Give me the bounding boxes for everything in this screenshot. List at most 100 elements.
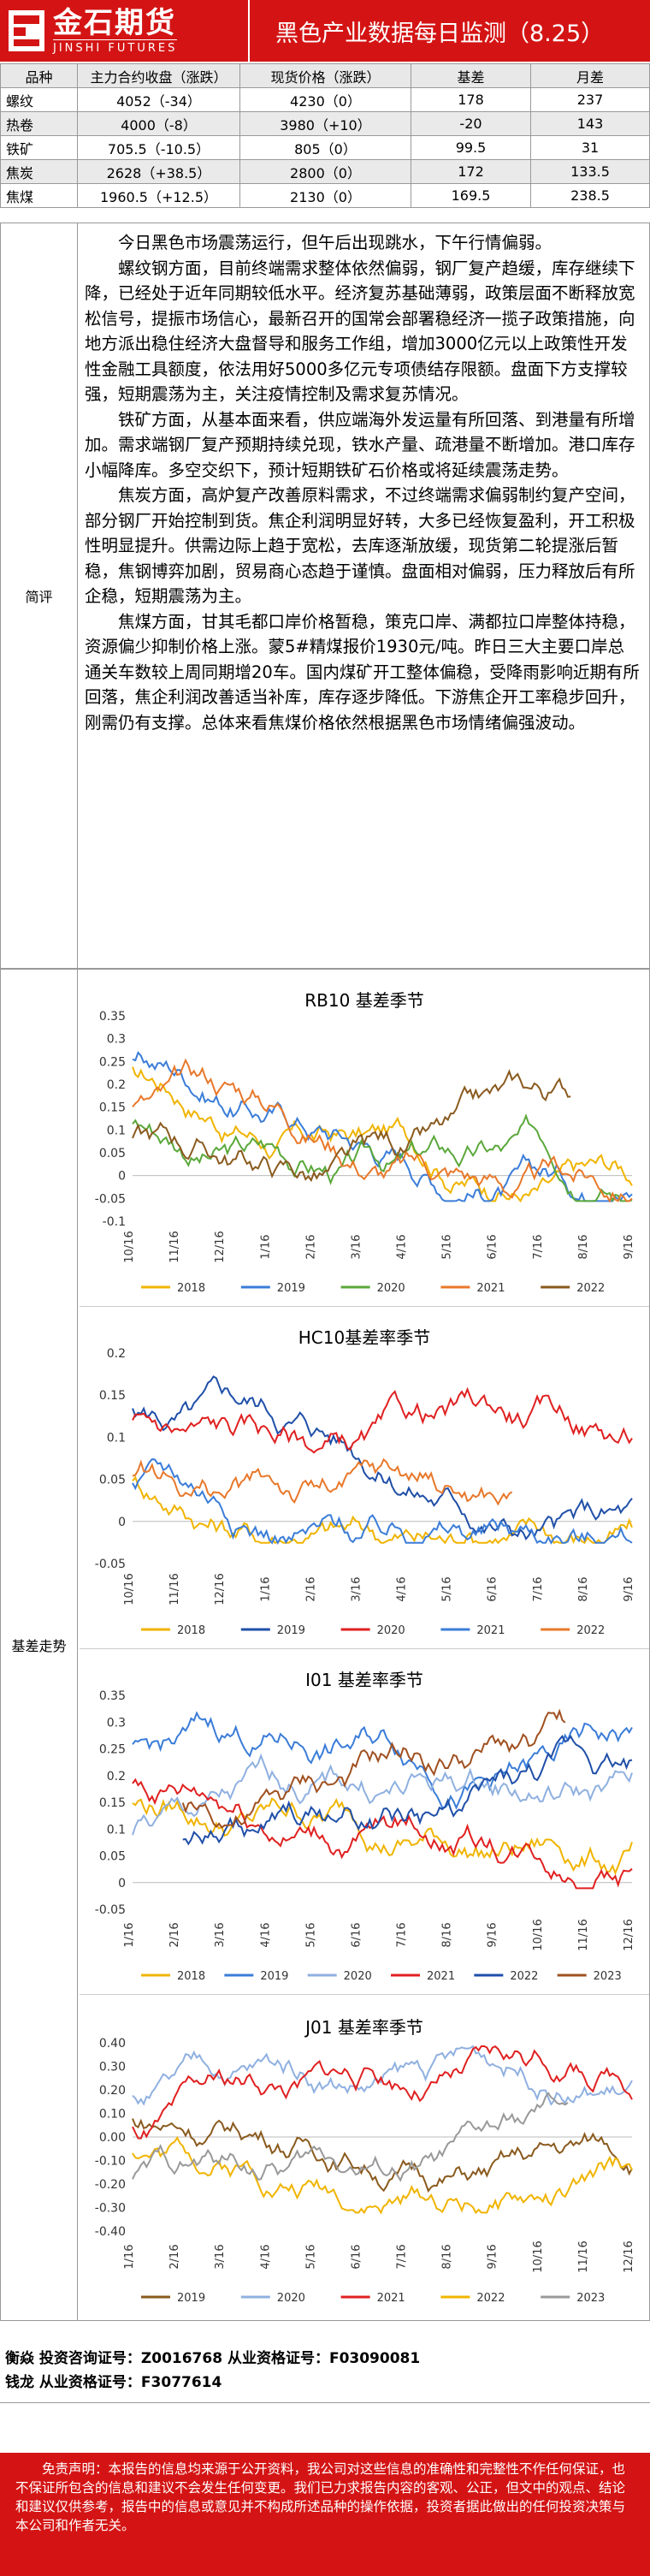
x-tick-label: 9/16 (487, 1922, 499, 1947)
x-tick-label: 12/16 (623, 1919, 635, 1950)
x-tick-label: 4/16 (396, 1576, 409, 1601)
x-tick-label: 2/16 (304, 1234, 317, 1259)
x-tick-label: 6/16 (487, 1576, 499, 1601)
y-tick-label: -0.40 (95, 2225, 126, 2239)
y-tick-label: -0.05 (95, 1192, 126, 1206)
legend-label: 2022 (576, 1282, 605, 1295)
cell-spot: 2800（0） (239, 159, 411, 184)
header-cell: 现货价格（涨跌） (239, 63, 411, 88)
header-cell: 月差 (530, 63, 650, 88)
table-row: 螺纹 4052（-34） 4230（0） 178 237 (0, 87, 650, 112)
y-tick-label: 0.05 (99, 1474, 126, 1487)
header-cell: 基差 (411, 63, 531, 88)
hc10-basis-chart: 0.2 0.15 0.1 0.05 0 -0.05 10/16 11/16 12/16 1/16 2… (80, 1310, 649, 1649)
legend-label: 2019 (260, 1970, 288, 1983)
x-tick-label: 7/16 (532, 1234, 545, 1259)
x-tick-label: 8/16 (441, 1922, 454, 1947)
series-line (132, 1457, 513, 1506)
series-line (132, 2045, 633, 2140)
series-line (132, 1475, 633, 1545)
y-tick-label: 0.1 (107, 1823, 126, 1837)
legend-label: 2020 (377, 1282, 405, 1295)
y-tick-label: 0.10 (99, 2108, 126, 2122)
analyst-line: 钱龙 从业资格证号：F3077614 (5, 2374, 222, 2391)
cell-product: 螺纹 (0, 87, 78, 112)
x-tick-label: 4/16 (259, 2244, 272, 2269)
cell-product: 热卷 (0, 111, 78, 136)
commentary-paragraph: 焦煤方面，甘其毛都口岸价格暂稳，策克口岸、满都拉口岸整体持稳，资源偏少抑制价格上… (85, 611, 640, 733)
series-line (182, 1735, 633, 1846)
legend-label: 2022 (510, 1970, 538, 1983)
rb10-basis-chart: 0.35 0.3 0.25 0.2 0.15 0.1 0.05 0 -0.05 -0.1 10/16… (80, 973, 649, 1307)
i01-basis-chart: 0.35 0.3 0.25 0.2 0.15 0.1 0.05 0 -0.05 1/16 2/16 3… (80, 1653, 649, 1995)
y-tick-label: -0.05 (95, 1903, 126, 1917)
y-tick-label: 0.2 (107, 1078, 126, 1092)
series-line (132, 1458, 633, 1546)
cell-close: 2628（+38.5） (77, 159, 240, 184)
x-tick-label: 5/16 (304, 1922, 317, 1947)
cell-spread: 133.5 (530, 159, 650, 184)
y-tick-label: -0.20 (95, 2178, 126, 2192)
legend-label: 2020 (277, 2292, 305, 2305)
basis-label: 基差走势 (1, 970, 78, 2320)
commentary-body: 今日黑色市场震荡运行，但午后出现跳水，下午行情偏弱。 螺纹钢方面，目前终端需求整… (85, 230, 641, 735)
table-header-row: 品种 主力合约收盘（涨跌） 现货价格（涨跌） 基差 月差 (0, 63, 650, 88)
company-logo: 金石期货 JINSHI FUTURES (0, 0, 248, 62)
chart-title: HC10基差率季节 (298, 1327, 431, 1348)
disclaimer: 免责声明：本报告的信息均来源于公开资料，我公司对这些信息的准确性和完整性不作任何… (0, 2453, 650, 2576)
x-tick-label: 12/16 (623, 2241, 635, 2272)
x-tick-label: 1/16 (123, 2244, 136, 2269)
x-tick-label: 10/16 (532, 2241, 545, 2272)
y-tick-label: 0.00 (99, 2131, 126, 2145)
x-tick-label: 12/16 (214, 1573, 227, 1605)
cell-basis: -20 (411, 111, 531, 136)
x-tick-label: 11/16 (577, 2241, 590, 2272)
chart-svg: 0.2 0.15 0.1 0.05 0 -0.05 10/16 11/16 12/16 1/16 2… (95, 1347, 635, 1637)
analyst-info: 衡焱 投资咨询证号：Z0016768 从业资格证号：F03090081 钱龙 从… (0, 2326, 650, 2403)
series-line (132, 1778, 633, 1890)
table-row: 热卷 4000（-8） 3980（+10） -20 143 (0, 111, 650, 136)
x-tick-label: 9/16 (487, 2244, 499, 2269)
commentary-paragraph: 今日黑色市场震荡运行，但午后出现跳水，下午行情偏弱。 (118, 233, 552, 252)
legend-label: 2018 (177, 1282, 205, 1295)
report-title: 黑色产业数据每日监测（8.25） (248, 0, 650, 62)
x-tick-label: 6/16 (487, 1234, 499, 1259)
commentary-section: 简评 今日黑色市场震荡运行，但午后出现跳水，下午行情偏弱。 螺纹钢方面，目前终端… (0, 223, 650, 969)
chart-svg: 0.40 0.30 0.20 0.10 0.00 -0.10 -0.20 -0.30 -0.40… (95, 2037, 635, 2305)
cell-product: 焦炭 (0, 159, 78, 184)
x-tick-label: 8/16 (441, 2244, 454, 2269)
x-tick-label: 12/16 (214, 1231, 227, 1262)
table-row: 铁矿 705.5（-10.5） 805（0） 99.5 31 (0, 135, 650, 160)
y-tick-label: 0.15 (99, 1101, 126, 1115)
y-tick-label: 0.1 (107, 1124, 126, 1137)
analyst-line: 衡焱 投资咨询证号：Z0016768 从业资格证号：F03090081 (5, 2350, 421, 2367)
y-tick-label: 0.40 (99, 2037, 126, 2051)
legend-label: 2021 (476, 1282, 505, 1295)
series-line (132, 1069, 571, 1183)
chart-title: I01 基差率季节 (305, 1670, 423, 1690)
chart-svg: 0.35 0.3 0.25 0.2 0.15 0.1 0.05 0 -0.05 -0.1 10/16… (95, 1010, 635, 1295)
x-tick-label: 6/16 (350, 2244, 363, 2269)
y-tick-label: -0.30 (95, 2202, 126, 2216)
logo-name-cn: 金石期货 (53, 6, 176, 40)
x-tick-label: 4/16 (396, 1234, 409, 1259)
x-tick-label: 7/16 (396, 2244, 409, 2269)
y-tick-label: 0.25 (99, 1055, 126, 1069)
y-tick-label: 0.25 (99, 1743, 126, 1757)
legend-label: 2020 (344, 1970, 372, 1983)
y-tick-label: 0.35 (99, 1010, 126, 1024)
cell-basis: 178 (411, 87, 531, 112)
basis-section: 基差走势 0.35 0.3 0.25 0.2 0.15 0.1 0.05 0 -0.05 -0.1… (0, 969, 650, 2321)
legend-label: 2021 (476, 1624, 505, 1637)
legend-label: 2021 (377, 2292, 405, 2305)
cell-product: 铁矿 (0, 135, 78, 160)
y-tick-label: 0.30 (99, 2061, 126, 2074)
x-tick-label: 2/16 (168, 2244, 181, 2269)
x-tick-label: 8/16 (577, 1576, 590, 1601)
cell-close: 4052（-34） (77, 87, 240, 112)
x-tick-label: 11/16 (577, 1919, 590, 1950)
x-tick-label: 5/16 (441, 1576, 454, 1601)
series-line (132, 2045, 633, 2106)
y-tick-label: 0 (118, 1170, 126, 1184)
x-tick-label: 9/16 (623, 1576, 635, 1601)
